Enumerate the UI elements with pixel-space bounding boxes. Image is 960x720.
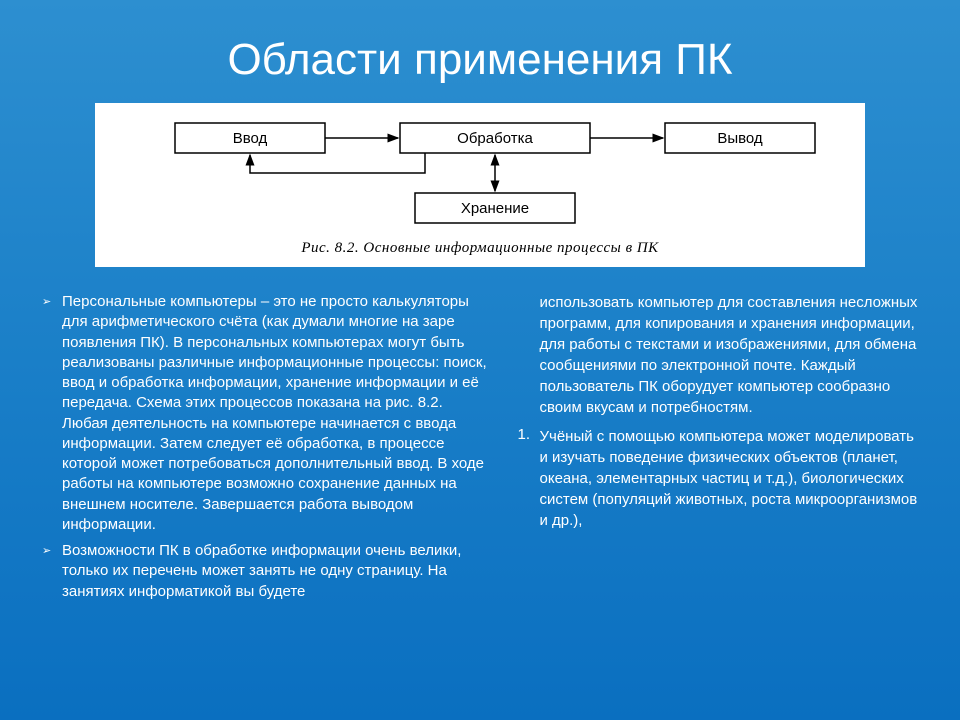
node-output: Вывод xyxy=(665,123,815,153)
node-output-label: Вывод xyxy=(717,130,763,147)
left-column: ➢ Персональные компьютеры – это не прост… xyxy=(40,292,492,608)
node-storage-label: Хранение xyxy=(461,200,529,217)
edge-feedback xyxy=(250,153,425,173)
node-input-label: Ввод xyxy=(233,130,268,147)
diagram-caption: Рис. 8.2. Основные информационные процес… xyxy=(115,240,845,257)
node-input: Ввод xyxy=(175,123,325,153)
numbered-1-text: Учёный с помощью компьютера может модели… xyxy=(540,426,921,531)
bullet-2: ➢ Возможности ПК в обработке информации … xyxy=(40,541,492,602)
node-process: Обработка xyxy=(400,123,590,153)
bullet-2-text: Возможности ПК в обработке информации оч… xyxy=(62,541,492,602)
node-storage: Хранение xyxy=(415,193,575,223)
bullet-marker-icon: ➢ xyxy=(40,292,62,308)
body-columns: ➢ Персональные компьютеры – это не прост… xyxy=(0,267,960,608)
bullet-marker-icon: ➢ xyxy=(40,541,62,557)
bullet-1: ➢ Персональные компьютеры – это не прост… xyxy=(40,292,492,535)
diagram-panel: Ввод Обработка Вывод Хранение Рис. 8.2. … xyxy=(95,103,865,267)
process-diagram: Ввод Обработка Вывод Хранение xyxy=(115,115,855,230)
bullet-1-text: Персональные компьютеры – это не просто … xyxy=(62,292,492,535)
continuation-text: использовать компьютер для составления н… xyxy=(512,292,921,418)
page-title: Области применения ПК xyxy=(0,0,960,103)
numbered-1-marker: 1. xyxy=(512,426,540,443)
numbered-1: 1. Учёный с помощью компьютера может мод… xyxy=(512,426,921,531)
right-column: использовать компьютер для составления н… xyxy=(512,292,921,608)
node-process-label: Обработка xyxy=(457,130,533,147)
